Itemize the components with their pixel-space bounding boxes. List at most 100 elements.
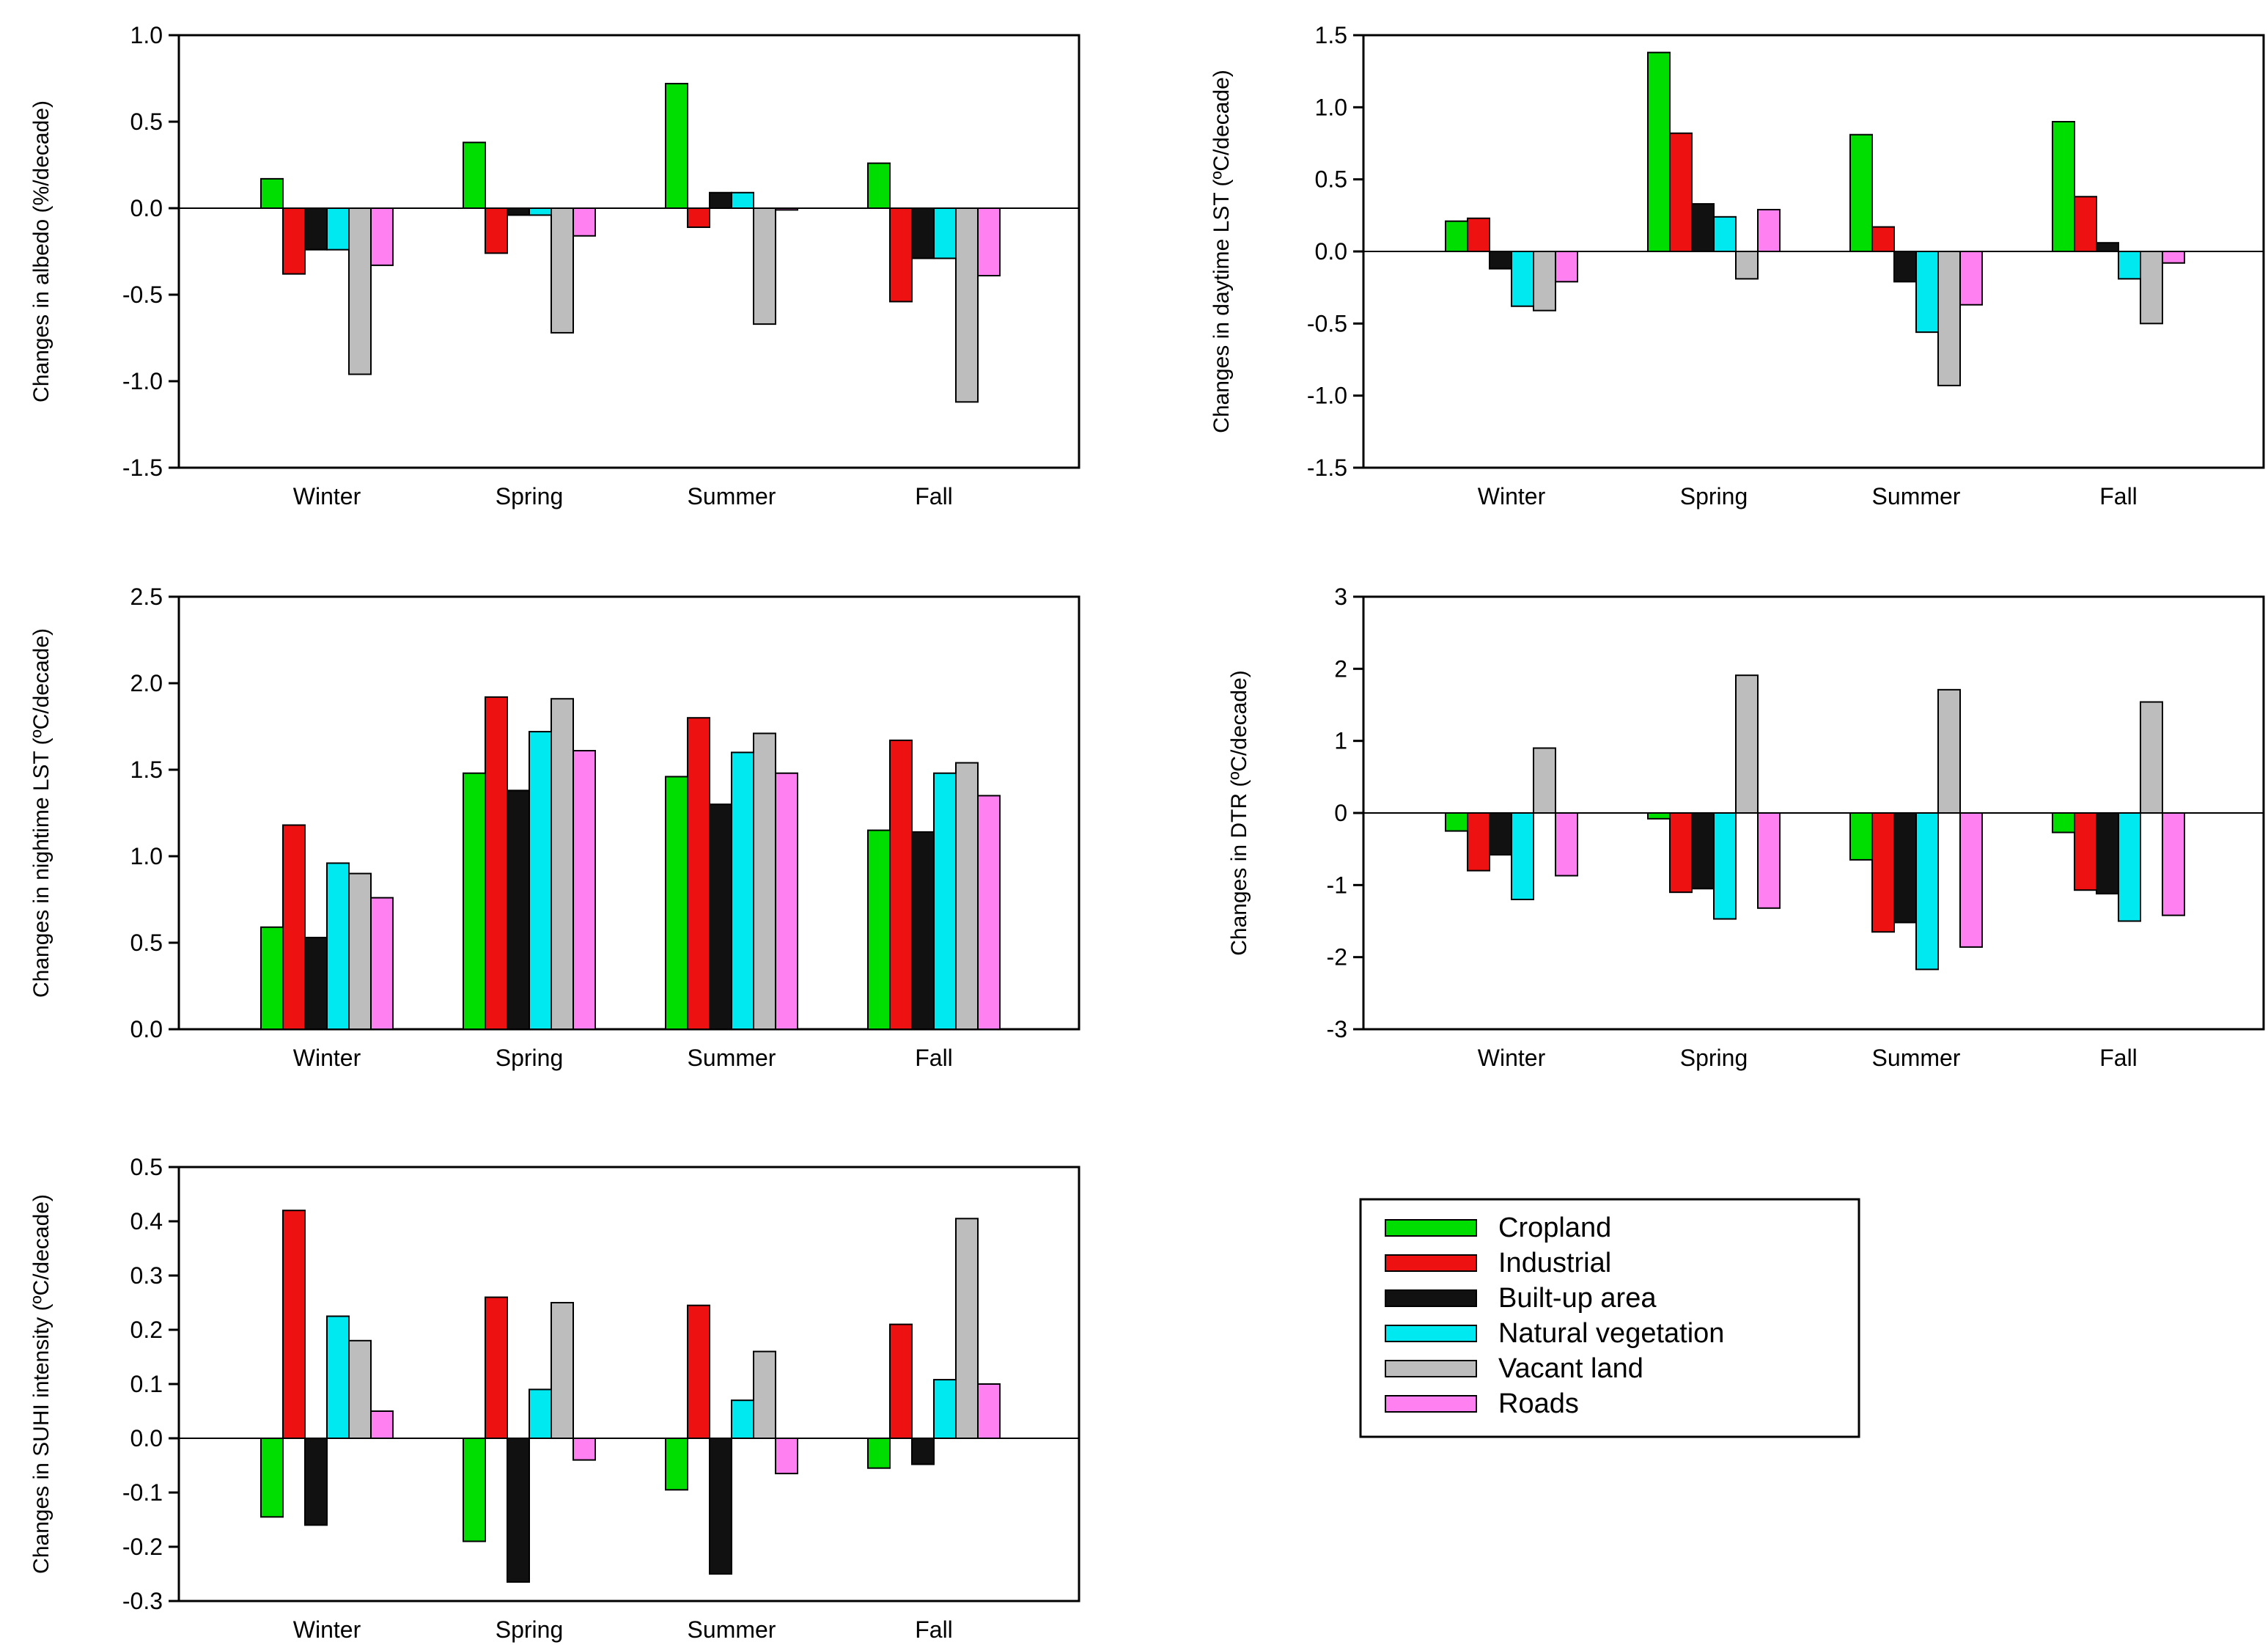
y-tick-label: 2.5 [130,584,163,610]
bar-industrial-summer [687,717,710,1030]
chart-panel-1: 1.0 0.5 0.0 -0.5 -1.0 -1.5 Winter Spring Summer F… [29,22,1080,509]
bar-cropland-fall [867,162,891,209]
legend-entries: Cropland Industrial Built-up area Natural v… [1385,1212,1724,1419]
bar-built-up-area-fall [911,207,935,260]
bar-built-up-area-fall [2096,242,2119,253]
bar-natural-vegetation-fall [2118,251,2141,280]
bar-cropland-fall [867,829,891,1030]
bar-natural-vegetation-spring [1713,216,1737,252]
bar-roads-winter [370,207,394,266]
bar-cropland-summer [1849,812,1873,861]
bar-roads-winter [1555,812,1578,877]
bar-natural-vegetation-spring [529,1388,552,1440]
bar-cropland-spring [463,141,486,210]
x-tick-label: Winter [293,483,361,509]
bar-roads-winter [370,897,394,1031]
bar-industrial-summer [1871,812,1895,933]
x-tick-label: Winter [1478,1045,1546,1071]
x-tick-label: Fall [915,1045,953,1071]
bar-built-up-area-winter [1489,251,1512,270]
bar-vacant-land-fall [955,1218,979,1440]
bar-vacant-land-fall [955,207,979,403]
bar-vacant-land-winter [348,872,372,1030]
chart-panels: 1.0 0.5 0.0 -0.5 -1.0 -1.5 Winter Spring Summer F… [29,22,2265,1643]
bar-cropland-spring [1647,812,1671,820]
legend: Cropland Industrial Built-up area Natural v… [1359,1198,1860,1438]
bar-cropland-summer [665,83,688,209]
x-tick-label: Fall [915,483,953,509]
y-axis-label: Changes in nightime LST (ºC/decade) [29,628,54,998]
y-tick-label: -1.5 [1307,455,1347,481]
y-tick-label: 3 [1334,584,1347,610]
x-tick-label: Summer [1872,483,1961,509]
y-axis-label: Changes in albedo (%/decade) [29,100,54,402]
y-tick-label: -2 [1327,944,1347,971]
x-tick-label: Fall [915,1616,953,1643]
legend-label-industrial: Industrial [1498,1248,1611,1278]
chart-panel-2: 1.5 1.0 0.5 0.0 -0.5 -1.0 -1.5 Winter Spring Summ… [1210,22,2265,509]
bar-vacant-land-spring [551,698,574,1030]
y-tick-label: -0.2 [122,1534,163,1560]
y-tick-label: -3 [1327,1016,1347,1042]
legend-swatch-roads [1385,1395,1477,1413]
bar-industrial-winter [1467,812,1490,872]
x-tick-label: Fall [2099,483,2138,509]
y-tick-label: 2 [1334,655,1347,682]
bar-cropland-spring [1647,51,1671,252]
y-axis-label: Changes in SUHI intensity (ºC/decade) [29,1194,54,1574]
bar-cropland-spring [463,1438,486,1542]
x-tick-label: Spring [1680,1045,1748,1071]
bar-natural-vegetation-fall [933,772,957,1030]
bar-built-up-area-winter [304,936,328,1031]
bar-vacant-land-spring [551,207,574,334]
x-tick-label: Summer [688,1045,776,1071]
bar-cropland-summer [665,776,688,1030]
bar-natural-vegetation-spring [529,207,552,216]
chart-panel-4: 3 2 1 0 -1 -2 -3 Winter Spring Summer Fall Changes … [1227,584,2265,1071]
y-tick-label: -0.3 [122,1588,163,1614]
y-tick-label: 0.2 [130,1317,163,1343]
legend-swatch-industrial [1385,1254,1477,1272]
y-tick-label: 1.0 [130,843,163,869]
bar-cropland-summer [665,1438,688,1491]
bar-industrial-summer [687,1304,710,1439]
bar-industrial-winter [282,824,306,1031]
y-tick-label: 1.0 [130,22,163,48]
bar-roads-winter [1555,251,1578,283]
bar-natural-vegetation-winter [326,862,350,1030]
bar-vacant-land-summer [753,207,776,325]
bar-natural-vegetation-winter [1511,812,1534,900]
bar-industrial-spring [485,696,508,1030]
y-tick-label: 0.0 [130,1425,163,1451]
bar-vacant-land-fall [955,762,979,1031]
bar-industrial-fall [889,739,913,1030]
bar-natural-vegetation-summer [731,751,754,1031]
bar-roads-spring [572,1438,596,1461]
y-tick-label: 0.3 [130,1262,163,1289]
legend-swatch-cropland [1385,1219,1477,1237]
y-tick-label: 0.0 [130,195,163,221]
bar-built-up-area-fall [2096,812,2119,895]
y-tick-label: -1.0 [122,368,163,394]
bar-built-up-area-spring [507,207,530,216]
bar-cropland-winter [1445,812,1468,832]
bar-natural-vegetation-fall [933,207,957,260]
bar-vacant-land-spring [551,1302,574,1439]
bar-cropland-spring [463,772,486,1030]
bar-industrial-spring [1669,132,1693,252]
bar-built-up-area-summer [709,191,732,210]
plot-frame [177,595,1080,1031]
bar-vacant-land-winter [348,207,372,375]
legend-label-built-up-area: Built-up area [1498,1283,1657,1314]
bar-roads-summer [775,207,798,211]
bar-built-up-area-fall [911,831,935,1030]
legend-label-roads: Roads [1498,1388,1579,1419]
x-tick-label: Spring [496,483,564,509]
bar-natural-vegetation-spring [1713,812,1737,920]
bar-cropland-summer [1849,133,1873,252]
bar-vacant-land-winter [348,1339,372,1440]
y-tick-label: 2.0 [130,670,163,696]
bar-industrial-fall [889,1323,913,1439]
bar-roads-fall [977,795,1001,1031]
legend-swatch-natural-vegetation [1385,1325,1477,1342]
